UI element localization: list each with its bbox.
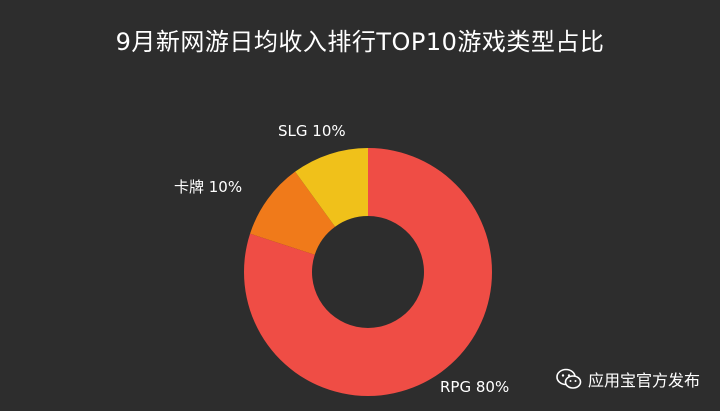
- slice-label-3: SLG 10%: [278, 122, 346, 140]
- slice-labels: RPG 80% 卡牌 10% SLG 10%: [174, 122, 509, 396]
- slice-1: [243, 148, 492, 396]
- watermark: 应用宝官方发布: [556, 367, 700, 391]
- watermark-text: 应用宝官方发布: [587, 371, 700, 390]
- chart-title: 9月新网游日均收入排行TOP10游戏类型占比: [115, 28, 605, 56]
- slice-label-2: 卡牌 10%: [174, 178, 242, 196]
- slice-label-1: RPG 80%: [440, 378, 509, 396]
- slice-2: [250, 171, 336, 255]
- slices: [243, 148, 492, 396]
- wechat-icon: [556, 368, 582, 389]
- slice-3: [295, 148, 368, 227]
